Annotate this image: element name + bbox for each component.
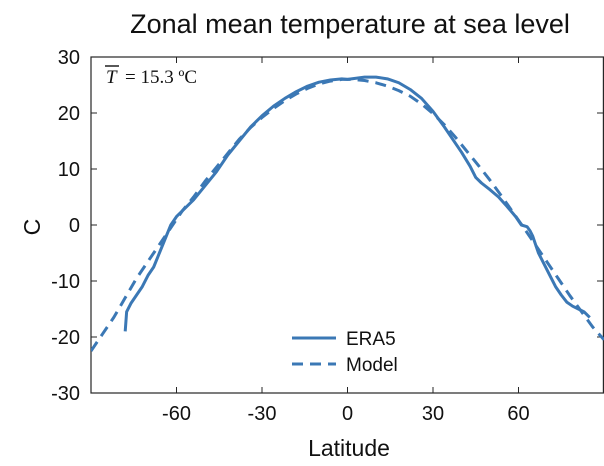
chart-title: Zonal mean temperature at sea level bbox=[130, 9, 570, 39]
series-line-era5 bbox=[123, 75, 591, 332]
legend-label-era5: ERA5 bbox=[346, 329, 396, 350]
x-tick-label: 0 bbox=[342, 403, 353, 425]
x-tick-label: -60 bbox=[162, 403, 191, 425]
x-tick-label: -30 bbox=[248, 403, 277, 425]
legend-label-model: Model bbox=[346, 355, 398, 376]
mean-temperature-symbol: T bbox=[106, 67, 118, 88]
series-line-model bbox=[91, 77, 604, 352]
y-tick-label: -30 bbox=[51, 383, 80, 405]
mean-temperature-annotation: = 15.3 ºC bbox=[125, 67, 197, 88]
x-axis-label: Latitude bbox=[308, 435, 390, 461]
x-tick-label: 30 bbox=[422, 403, 444, 425]
y-tick-label: -20 bbox=[51, 327, 80, 349]
y-tick-label: 20 bbox=[58, 103, 80, 125]
y-axis-label: C bbox=[19, 219, 45, 236]
y-tick-label: 10 bbox=[58, 159, 80, 181]
legend: ERA5 Model bbox=[292, 329, 398, 376]
y-tick-label: 0 bbox=[69, 215, 80, 237]
y-tick-label: -10 bbox=[51, 271, 80, 293]
x-tick-label: 60 bbox=[507, 403, 529, 425]
y-tick-label: 30 bbox=[58, 47, 80, 69]
